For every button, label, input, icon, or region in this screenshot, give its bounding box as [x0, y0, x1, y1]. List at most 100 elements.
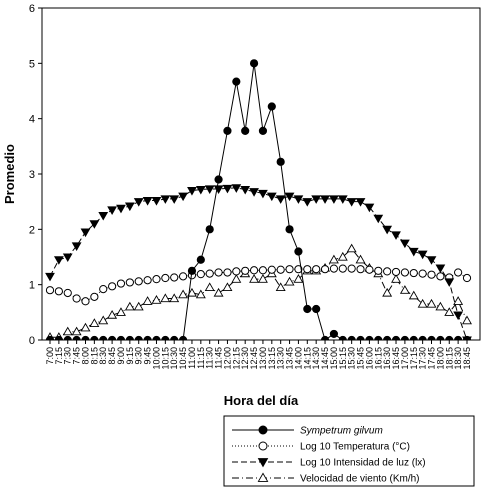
x-tick-label: 11:30 [205, 347, 215, 369]
data-point-temperatura [241, 266, 250, 275]
data-point-sympetrum [329, 329, 339, 339]
data-point-luz [293, 195, 304, 204]
data-point-viento [160, 293, 171, 303]
data-point-luz [408, 247, 419, 257]
data-point-viento [257, 274, 268, 283]
data-point-luz [400, 239, 410, 249]
data-point-sympetrum [258, 425, 268, 435]
data-point-luz [204, 185, 215, 194]
data-point-luz [373, 214, 384, 224]
data-point-viento [462, 315, 472, 325]
x-tick-label: 10:30 [169, 347, 179, 370]
data-point-viento [249, 274, 260, 283]
x-tick-label: 8:15 [89, 347, 99, 365]
x-tick-label: 16:45 [391, 347, 401, 370]
data-point-luz [258, 189, 268, 199]
data-point-viento [346, 243, 357, 253]
x-tick-label: 8:30 [98, 347, 108, 365]
y-tick-label: 1 [29, 280, 35, 292]
data-point-temperatura [232, 267, 241, 276]
data-point-luz [240, 185, 251, 195]
data-point-viento [337, 251, 348, 261]
data-point-viento [355, 254, 366, 264]
x-tick-label: 9:15 [125, 347, 135, 365]
data-point-temperatura [258, 441, 268, 451]
x-tick-label: 8:00 [80, 347, 90, 365]
data-point-luz [435, 264, 446, 274]
legend-label: Sympetrum gilvum [300, 426, 383, 437]
data-point-viento [71, 326, 82, 336]
data-point-temperatura [427, 270, 436, 279]
data-point-viento [284, 276, 295, 286]
x-tick-label: 18:00 [435, 347, 445, 370]
y-tick-label: 5 [29, 58, 35, 70]
data-point-luz [107, 206, 117, 215]
data-point-temperatura [462, 273, 472, 283]
data-point-sympetrum [462, 335, 472, 340]
data-point-temperatura [400, 268, 409, 277]
data-point-luz [382, 225, 393, 235]
data-point-viento [382, 287, 393, 297]
y-tick-label: 4 [29, 114, 35, 126]
data-point-temperatura [276, 265, 285, 274]
data-point-luz [249, 188, 259, 197]
data-point-temperatura [409, 268, 418, 278]
data-point-sympetrum [223, 126, 232, 135]
legend-item-sympetrum: Sympetrum gilvum [232, 425, 383, 437]
x-tick-label: 7:45 [72, 347, 82, 365]
data-point-luz [151, 197, 162, 206]
series-layer [45, 59, 472, 340]
x-tick-label: 18:15 [444, 347, 454, 370]
data-point-temperatura [356, 265, 365, 274]
x-tick-label: 13:30 [276, 347, 286, 370]
x-tick-label: 9:00 [116, 347, 126, 365]
x-tick-label: 16:00 [364, 347, 374, 370]
data-point-sympetrum [241, 126, 250, 135]
x-tick-label: 12:00 [222, 347, 232, 370]
data-point-viento [151, 295, 162, 304]
data-point-viento [107, 309, 118, 319]
data-point-sympetrum [294, 247, 303, 256]
data-point-luz [231, 184, 242, 193]
data-point-luz [355, 198, 366, 207]
data-point-temperatura [90, 292, 99, 301]
legend-label: Velocidad de viento (Km/h) [300, 474, 420, 485]
x-tick-label: 7:00 [45, 347, 55, 365]
data-point-luz [222, 184, 233, 194]
data-point-sympetrum [143, 335, 152, 340]
y-tick-label: 6 [29, 3, 35, 15]
x-tick-label: 14:00 [293, 347, 303, 370]
x-tick-label: 7:30 [63, 347, 73, 365]
data-point-sympetrum [312, 304, 321, 314]
data-point-viento [62, 326, 73, 336]
legend-item-viento: Velocidad de viento (Km/h) [232, 472, 420, 485]
data-point-sympetrum [54, 335, 63, 340]
data-point-sympetrum [365, 335, 374, 340]
data-point-sympetrum [72, 335, 81, 340]
x-tick-label: 17:00 [400, 347, 410, 370]
data-point-temperatura [365, 265, 374, 274]
x-axis-title: Hora del día [224, 393, 299, 408]
data-point-sympetrum [320, 335, 330, 340]
data-point-viento [231, 274, 242, 283]
data-point-luz [98, 211, 109, 221]
x-tick-label: 10:00 [151, 347, 161, 370]
data-point-viento [222, 282, 233, 292]
x-tick-label: 10:45 [178, 347, 188, 370]
data-point-luz [257, 458, 269, 468]
data-point-sympetrum [418, 335, 427, 340]
data-point-temperatura [383, 267, 392, 276]
data-point-viento [142, 296, 153, 305]
data-point-viento [391, 274, 401, 283]
x-tick-label: 11:15 [196, 347, 206, 369]
data-point-luz [62, 253, 73, 263]
data-point-sympetrum [187, 266, 197, 275]
data-point-luz [337, 195, 348, 204]
data-point-sympetrum [134, 335, 143, 340]
data-point-luz [124, 202, 135, 212]
x-tick-label: 15:30 [347, 347, 357, 370]
data-point-viento [328, 254, 339, 264]
data-point-temperatura [329, 264, 339, 273]
data-point-luz [329, 195, 339, 204]
x-tick-label: 12:45 [249, 347, 259, 370]
